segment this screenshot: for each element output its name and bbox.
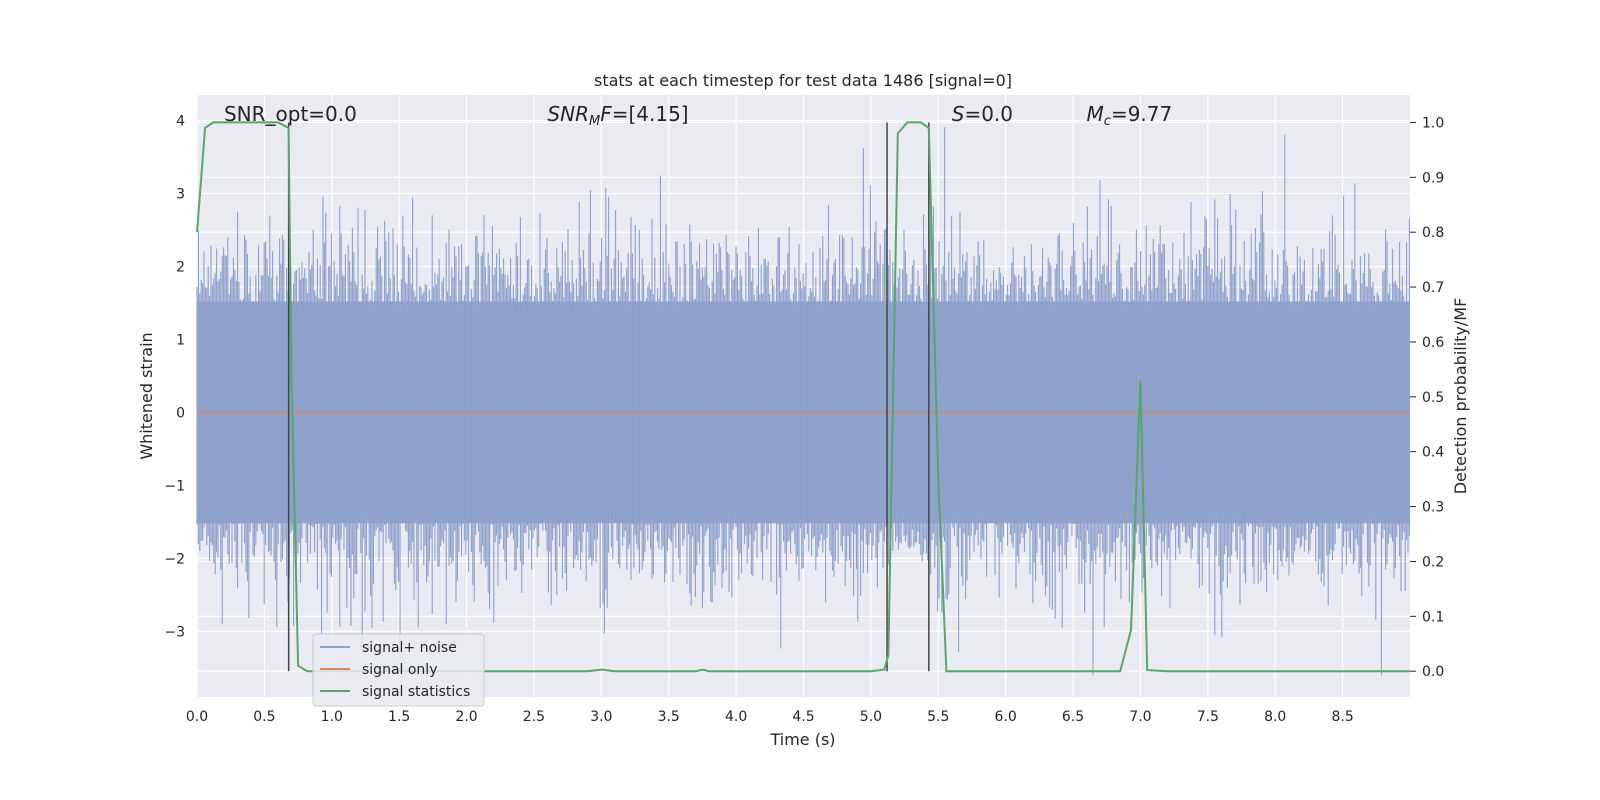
x-tick-label: 2.0 bbox=[455, 709, 477, 725]
y-right-tick-label: 0.5 bbox=[1422, 390, 1444, 406]
x-tick-label: 5.5 bbox=[927, 709, 949, 725]
y-right-tick-label: 0.7 bbox=[1422, 280, 1444, 296]
annotation-mc: Mc=9.77 bbox=[1087, 102, 1173, 129]
x-tick-label: 8.5 bbox=[1331, 709, 1353, 725]
y-axis-label: Whitened strain bbox=[137, 332, 156, 459]
x-tick-label: 7.5 bbox=[1197, 709, 1219, 725]
y-tick-label: −1 bbox=[164, 478, 185, 494]
y-right-tick-label: 0.0 bbox=[1422, 664, 1444, 680]
y-right-tick-label: 0.1 bbox=[1422, 609, 1444, 625]
annotation-snr-opt: SNR_opt=0.0 bbox=[224, 102, 357, 126]
legend-label-signal-noise: signal+ noise bbox=[362, 640, 457, 656]
x-tick-label: 3.0 bbox=[590, 709, 612, 725]
x-tick-label: 6.0 bbox=[995, 709, 1017, 725]
y-right-tick-label: 0.6 bbox=[1422, 335, 1444, 351]
y-tick-label: 1 bbox=[176, 332, 185, 348]
x-tick-label: 8.0 bbox=[1264, 709, 1286, 725]
legend-box bbox=[312, 633, 485, 707]
legend: signal+ noise signal only signal statist… bbox=[312, 633, 485, 707]
x-tick-label: 5.0 bbox=[860, 709, 882, 725]
y-right-tick-label: 0.3 bbox=[1422, 500, 1444, 516]
y-right-tick-label: 0.9 bbox=[1422, 170, 1444, 186]
y-tick-label: −2 bbox=[164, 551, 185, 567]
y-tick-label: −3 bbox=[164, 624, 185, 640]
x-tick-label: 3.5 bbox=[658, 709, 680, 725]
y-right-axis-label: Detection probability/MF bbox=[1451, 298, 1470, 495]
x-tick-label: 0.0 bbox=[186, 709, 208, 725]
annotation-s: S=0.0 bbox=[952, 102, 1013, 126]
y-right-tick-label: 0.4 bbox=[1422, 445, 1444, 461]
y-tick-label: 0 bbox=[176, 405, 185, 421]
x-tick-label: 1.0 bbox=[321, 709, 343, 725]
x-tick-labels: 0.0 0.5 1.0 1.5 2.0 2.5 3.0 3.5 4.0 4.5 5.0 5.5 6.0 6… bbox=[186, 709, 1354, 725]
y-tick-labels: −3 −2 −1 0 1 2 3 4 bbox=[164, 114, 185, 641]
y-tick-label: 2 bbox=[176, 259, 185, 275]
x-tick-label: 4.5 bbox=[792, 709, 814, 725]
x-tick-label: 6.5 bbox=[1062, 709, 1084, 725]
y-right-tick-labels: 0.0 0.1 0.2 0.3 0.4 0.5 0.6 0.7 0.8 0.9 1.0 bbox=[1410, 115, 1444, 680]
y-right-tick-label: 1.0 bbox=[1422, 115, 1444, 131]
x-tick-label: 7.0 bbox=[1129, 709, 1151, 725]
chart-title: stats at each timestep for test data 148… bbox=[594, 71, 1012, 90]
x-tick-label: 4.0 bbox=[725, 709, 747, 725]
annotation-snr-mf: SNRMF=[4.15] bbox=[547, 102, 688, 129]
annotations: SNR_opt=0.0 SNRMF=[4.15] S=0.0 Mc=9.77 bbox=[224, 102, 1172, 129]
y-tick-label: 3 bbox=[176, 187, 185, 203]
y-tick-label: 4 bbox=[176, 114, 185, 130]
x-tick-label: 2.5 bbox=[523, 709, 545, 725]
legend-label-signal-statistics: signal statistics bbox=[362, 684, 470, 700]
x-tick-label: 1.5 bbox=[388, 709, 410, 725]
series-signal-statistics bbox=[196, 121, 1410, 673]
y-right-tick-label: 0.8 bbox=[1422, 225, 1444, 241]
legend-label-signal-only: signal only bbox=[362, 662, 437, 678]
y-right-tick-label: 0.2 bbox=[1422, 554, 1444, 570]
x-axis-label: Time (s) bbox=[769, 730, 835, 749]
x-tick-label: 0.5 bbox=[253, 709, 275, 725]
